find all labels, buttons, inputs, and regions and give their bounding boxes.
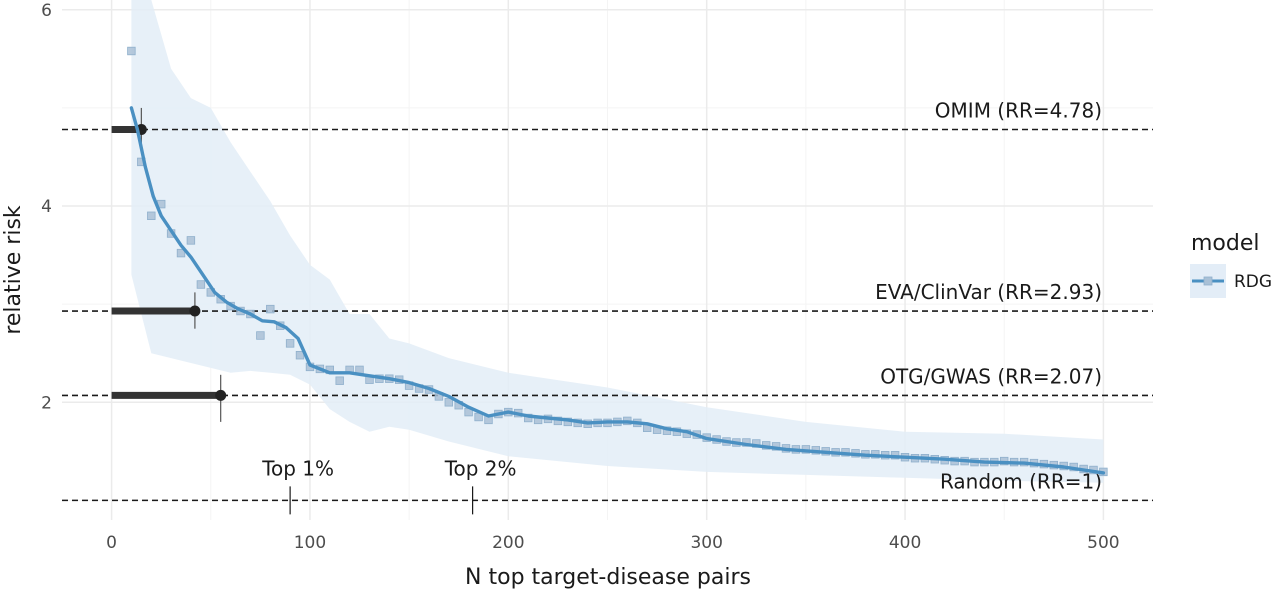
x-axis-title: N top target-disease pairs [465, 565, 751, 590]
data-point [444, 398, 453, 407]
legend-key-point [1203, 276, 1213, 286]
reference-line-label: OMIM (RR=4.78) [935, 99, 1102, 123]
reference-point [189, 305, 201, 317]
y-axis-title: relative risk [1, 205, 26, 335]
reference-line-label: OTG/GWAS (RR=2.07) [880, 364, 1102, 388]
data-point [266, 304, 275, 314]
data-point [285, 339, 295, 348]
x-tick-label: 500 [1087, 533, 1119, 553]
legend-label-rdg: RDG [1234, 272, 1272, 292]
reference-line-label: Random (RR=1) [940, 469, 1102, 493]
rdg-smooth-line [129, 106, 1106, 475]
annotation-label: Top 1% [261, 456, 334, 480]
data-point [186, 236, 196, 245]
y-tick-label: 4 [41, 197, 52, 217]
smooth-line-layer [129, 106, 1106, 475]
y-tick-label: 6 [41, 1, 52, 21]
annotation-label: Top 2% [444, 456, 517, 480]
tick-labels-layer: 0 100 200 300 400 500 2 4 6 [41, 1, 1119, 553]
data-point [256, 331, 265, 340]
x-tick-label: 300 [690, 533, 722, 553]
reference-line-label: EVA/ClinVar (RR=2.93) [875, 280, 1102, 304]
annotations-layer: Top 1% Top 2% [261, 456, 517, 515]
x-tick-label: 200 [492, 533, 524, 553]
data-point [176, 248, 186, 258]
data-point [196, 280, 206, 289]
legend-title: model [1191, 231, 1260, 256]
confidence-band [131, 0, 1104, 483]
data-point [127, 46, 136, 56]
x-tick-label: 100 [294, 533, 326, 553]
y-tick-label: 2 [41, 393, 52, 413]
x-tick-label: 0 [106, 533, 117, 553]
x-tick-label: 400 [889, 533, 921, 553]
data-point [335, 376, 344, 385]
data-point [147, 211, 156, 220]
reference-point [215, 389, 227, 401]
confidence-band-layer [131, 0, 1104, 483]
legend: model RDG [1190, 231, 1272, 298]
